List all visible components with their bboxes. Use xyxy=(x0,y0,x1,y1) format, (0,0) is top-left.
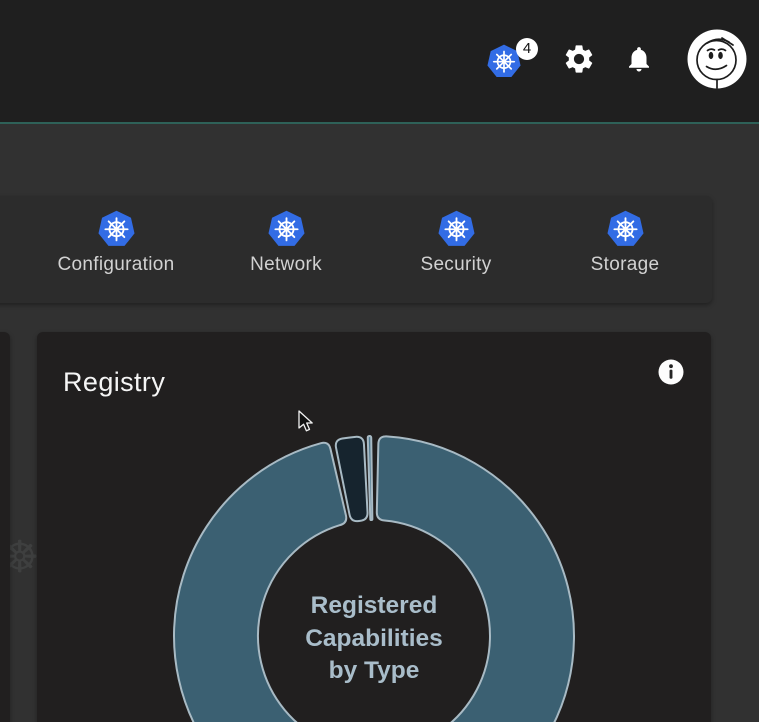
chart-center-label: Registered Capabilities by Type xyxy=(174,590,574,688)
settings-button[interactable] xyxy=(562,42,596,76)
donut-segment-3[interactable] xyxy=(366,435,374,522)
category-item-configuration[interactable]: Configuration xyxy=(31,210,201,276)
notification-count-badge: 4 xyxy=(516,38,538,60)
chart-center-line: Registered xyxy=(310,592,438,619)
categories-panel: Configuration Network Security Storage xyxy=(0,196,712,303)
mouse-cursor xyxy=(298,410,313,432)
kubernetes-status-button[interactable]: 4 xyxy=(487,38,538,81)
donut-segment-2[interactable] xyxy=(334,435,369,523)
user-avatar-image xyxy=(687,29,747,89)
chart-center-line: by Type xyxy=(328,657,420,684)
category-item-security[interactable]: Security xyxy=(371,210,541,276)
user-avatar-button[interactable] xyxy=(687,29,747,89)
category-label: Network xyxy=(250,254,322,275)
gear-icon xyxy=(565,45,593,73)
left-card-partial xyxy=(0,332,10,722)
donut-segment-1[interactable] xyxy=(173,435,575,722)
info-icon xyxy=(658,359,684,385)
app-bar: 4 xyxy=(0,0,759,124)
donut-chart[interactable] xyxy=(37,332,711,722)
info-button[interactable] xyxy=(658,359,684,385)
kubernetes-icon xyxy=(607,210,644,247)
notifications-button[interactable] xyxy=(624,44,654,74)
category-label: Security xyxy=(420,254,492,275)
chart-center-line: Capabilities xyxy=(305,624,443,652)
category-item-storage[interactable]: Storage xyxy=(540,210,710,276)
kubernetes-icon xyxy=(98,210,135,247)
card-title: Registry xyxy=(63,367,166,397)
category-label: Storage xyxy=(590,254,660,275)
registry-card: Registry Registered Capabilities by Type xyxy=(37,332,711,722)
kubernetes-icon xyxy=(268,210,305,247)
kubernetes-icon xyxy=(438,210,475,247)
category-label: Configuration xyxy=(57,254,175,275)
bell-icon xyxy=(629,47,649,72)
category-item-network[interactable]: Network xyxy=(201,210,371,276)
